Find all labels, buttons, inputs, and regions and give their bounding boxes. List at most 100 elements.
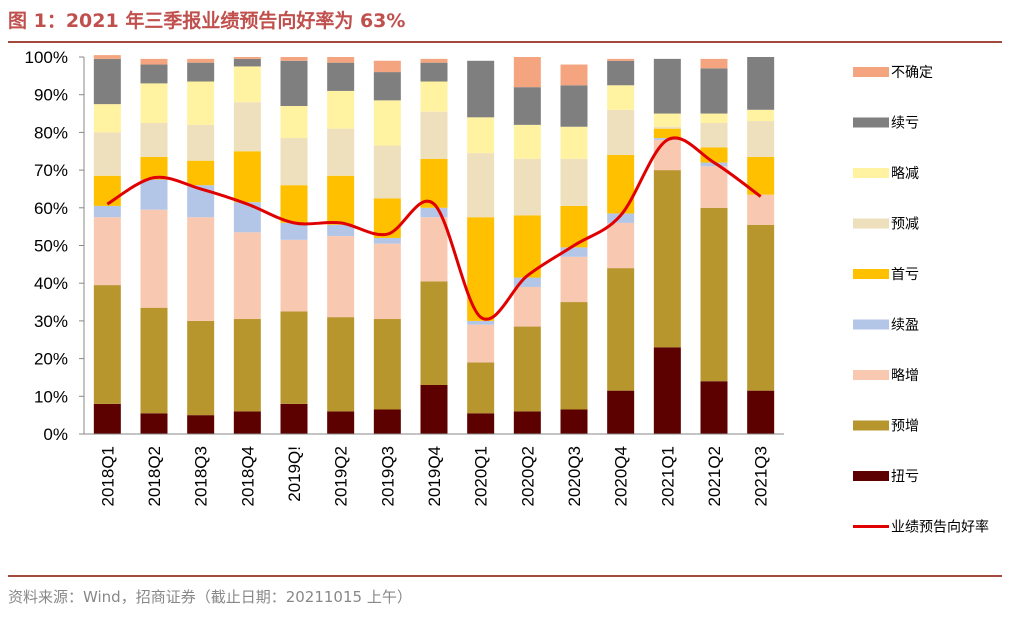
bar-segment xyxy=(233,102,261,152)
bar-segment xyxy=(607,60,635,86)
bar-segment xyxy=(653,139,681,171)
bar-segment xyxy=(700,58,728,69)
bar-segment xyxy=(513,215,541,278)
bar-segment xyxy=(560,256,588,303)
bar-segment xyxy=(420,217,448,282)
bar-segment xyxy=(140,179,168,210)
bar-segment xyxy=(467,60,495,118)
bar-segment xyxy=(327,236,355,318)
bar-segment xyxy=(467,320,495,325)
y-tick-label: 30% xyxy=(34,312,68,331)
bar-segment xyxy=(560,158,588,206)
bar-segment xyxy=(747,224,775,391)
bar-segment xyxy=(187,415,215,434)
bar-segment xyxy=(280,57,308,61)
bar-segment xyxy=(280,311,308,404)
bar-segment xyxy=(373,409,401,434)
source-note: 资料来源：Wind，招商证券（截止日期：20211015 上午） xyxy=(8,588,412,606)
legend-swatch xyxy=(853,471,889,481)
y-tick-label: 90% xyxy=(34,86,68,105)
footer-divider xyxy=(8,575,1002,577)
bar-segment xyxy=(93,217,121,286)
bar-segment xyxy=(140,413,168,434)
bar-segment xyxy=(467,413,495,434)
y-tick-label: 80% xyxy=(34,123,68,142)
bar-segment xyxy=(420,111,448,159)
y-tick-label: 20% xyxy=(34,350,68,369)
bar-segment xyxy=(93,175,121,206)
bar-segment xyxy=(560,126,588,159)
x-tick-label: 2019Q3 xyxy=(378,446,397,507)
x-tick-label: 2021Q3 xyxy=(752,446,771,507)
y-tick-label: 60% xyxy=(34,199,68,218)
legend-label: 续亏 xyxy=(891,115,919,132)
bar-segment xyxy=(420,81,448,112)
bar-segment xyxy=(373,72,401,101)
bar-segment xyxy=(93,205,121,218)
bar-segment xyxy=(187,58,215,63)
y-tick-label: 10% xyxy=(34,387,68,406)
bar-segment xyxy=(747,194,775,225)
bar-segment xyxy=(653,347,681,434)
bar-segment xyxy=(280,403,308,434)
bar-segment xyxy=(233,57,261,59)
bar-segment xyxy=(747,57,775,110)
bar-segment xyxy=(420,207,448,218)
x-tick-label: 2021Q2 xyxy=(705,446,724,507)
bar-segment xyxy=(187,81,215,125)
legend-swatch xyxy=(853,319,889,330)
bar-stacks xyxy=(93,55,775,434)
bar-segment xyxy=(700,381,728,434)
bar-segment xyxy=(280,106,308,139)
y-tick-label: 40% xyxy=(34,274,68,293)
legend-label: 业绩预告向好率 xyxy=(891,519,989,536)
bar-segment xyxy=(653,58,681,114)
x-tick-label: 2021Q1 xyxy=(658,446,677,507)
legend-swatch xyxy=(853,420,889,431)
bar-segment xyxy=(467,153,495,218)
y-axis-ticks: 0% 10% 20% 30% 40% 50% 60% 70% 80% 90% 100% xyxy=(25,48,84,444)
bar-segment xyxy=(140,307,168,414)
bar-segment xyxy=(700,166,728,208)
x-tick-label: 2018Q2 xyxy=(145,446,164,507)
y-tick-label: 0% xyxy=(43,425,68,444)
bar-segment xyxy=(700,122,728,148)
legend-label: 首亏 xyxy=(891,267,919,283)
chart-title: 图 1：2021 年三季报业绩预告向好率为 63% xyxy=(8,10,406,32)
x-tick-label: 2019Q! xyxy=(285,446,304,502)
bar-segment xyxy=(607,213,635,223)
stacked-bar-chart: 0% 10% 20% 30% 40% 50% 60% 70% 80% 90% 100% 2018Q1… xyxy=(25,48,989,536)
bar-segment xyxy=(420,58,448,63)
bar-segment xyxy=(280,222,308,240)
x-tick-label: 2020Q3 xyxy=(565,446,584,507)
bar-segment xyxy=(373,198,401,238)
bar-segment xyxy=(467,324,495,363)
x-tick-label: 2020Q2 xyxy=(518,446,537,507)
bar-segment xyxy=(280,138,308,186)
bar-segment xyxy=(607,58,635,61)
bar-segment xyxy=(93,58,121,105)
bar-segment xyxy=(93,285,121,404)
bar-segment xyxy=(187,160,215,186)
legend-swatch xyxy=(853,370,889,380)
bar-segment xyxy=(140,83,168,123)
bar-segment xyxy=(747,390,775,434)
bar-segment xyxy=(327,128,355,176)
x-tick-label: 2020Q1 xyxy=(472,446,491,507)
bar-segment xyxy=(233,66,261,103)
bar-segment xyxy=(513,124,541,159)
bar-segment xyxy=(607,109,635,156)
bar-segment xyxy=(513,158,541,216)
x-tick-label: 2019Q4 xyxy=(425,446,444,507)
bar-segment xyxy=(327,317,355,412)
bar-segment xyxy=(327,411,355,434)
x-axis-ticks: 2018Q1 2018Q2 2018Q3 2018Q4 2019Q! 2019Q2 2019… xyxy=(98,446,770,507)
bar-segment xyxy=(327,224,355,237)
bar-segment xyxy=(420,158,448,208)
bar-segment xyxy=(607,85,635,110)
bar-segment xyxy=(93,104,121,133)
legend-label: 预增 xyxy=(891,419,919,435)
bar-segment xyxy=(373,243,401,320)
legend-label: 预减 xyxy=(891,217,919,233)
